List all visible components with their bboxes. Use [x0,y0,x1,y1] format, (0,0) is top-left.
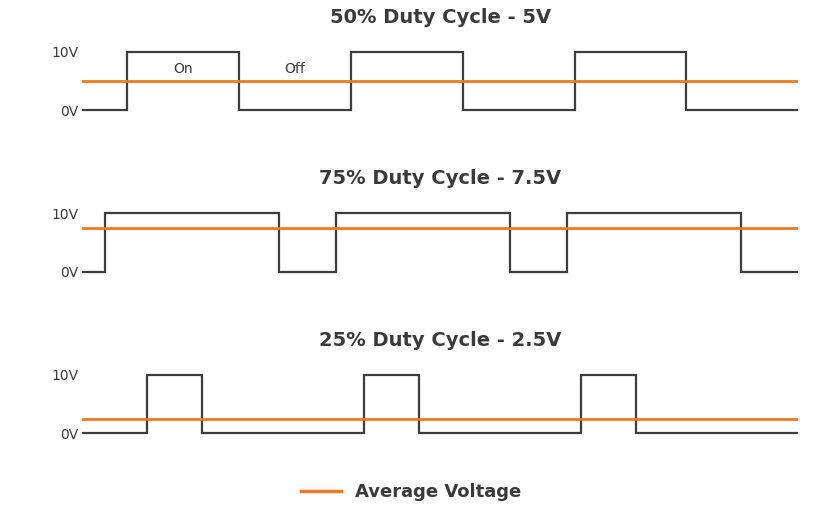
Title: 25% Duty Cycle - 2.5V: 25% Duty Cycle - 2.5V [319,331,561,350]
Text: Off: Off [285,63,305,77]
Title: 50% Duty Cycle - 5V: 50% Duty Cycle - 5V [330,8,551,27]
Title: 75% Duty Cycle - 7.5V: 75% Duty Cycle - 7.5V [319,169,561,189]
Legend: Average Voltage: Average Voltage [294,476,529,508]
Text: On: On [173,63,193,77]
